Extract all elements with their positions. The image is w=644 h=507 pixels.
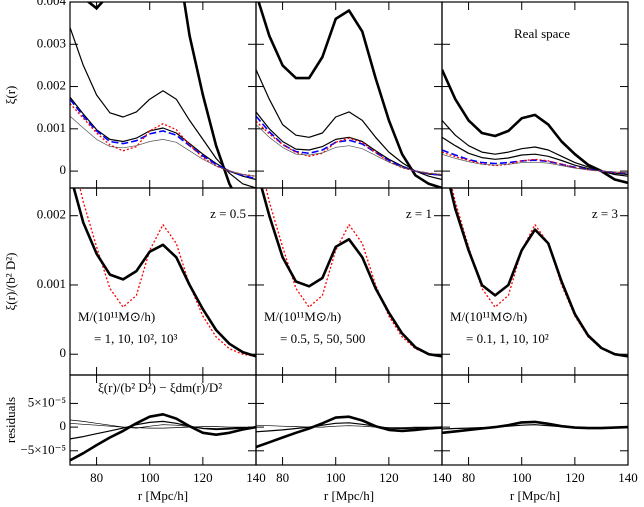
y-tick-label: 0.002	[37, 207, 66, 222]
y-tick-label: 0	[60, 418, 67, 433]
x-tick-label: 120	[565, 470, 585, 485]
panel-frame	[255, 374, 443, 466]
curve	[256, 415, 442, 449]
curve	[442, 424, 628, 430]
curve	[256, 124, 442, 175]
y-tick-label: −5×10⁻⁵	[20, 442, 66, 457]
x-axis-label: r [Mpc/h]	[324, 488, 374, 503]
curve	[70, 419, 256, 429]
annotation: M/(10¹¹M⊙/h)	[450, 309, 527, 324]
plot-area	[448, 188, 628, 358]
panel-frame	[69, 1, 257, 189]
curve	[70, 413, 256, 462]
curve	[256, 422, 442, 433]
curve	[70, 27, 256, 188]
curve	[70, 115, 256, 177]
plot-area	[70, 2, 256, 188]
plot-area	[256, 415, 442, 449]
curve	[448, 188, 628, 358]
y-tick-label: 0.001	[37, 276, 66, 291]
annotation: = 1, 10, 10², 10³	[94, 331, 177, 346]
curve	[256, 111, 442, 176]
plot-area	[70, 413, 256, 462]
curve	[442, 69, 628, 185]
annotation: Real space	[514, 26, 570, 41]
curve	[256, 69, 442, 181]
annotation: M/(10¹¹M⊙/h)	[264, 309, 341, 324]
plot-area	[442, 69, 628, 185]
curve	[265, 188, 442, 357]
x-tick-label: 80	[462, 470, 475, 485]
curve	[86, 2, 234, 188]
curve	[72, 188, 256, 358]
x-tick-label: 140	[618, 470, 638, 485]
plot-area	[442, 420, 628, 435]
y-axis-label: ξ(r)	[3, 86, 18, 105]
annotation: ξ(r)/(b² D²) − ξdm(r)/D²	[98, 380, 222, 395]
x-tick-label: 80	[276, 470, 289, 485]
plot-area	[256, 2, 442, 188]
y-tick-label: 0.002	[37, 78, 66, 93]
x-tick-label: 100	[326, 470, 346, 485]
curve	[442, 149, 628, 174]
x-tick-label: 140	[432, 470, 452, 485]
x-axis-label: r [Mpc/h]	[138, 488, 188, 503]
x-tick-label: 140	[246, 470, 266, 485]
curve	[70, 420, 256, 440]
y-tick-label: 0.001	[37, 120, 66, 135]
curve	[70, 103, 256, 177]
plot-area	[260, 188, 442, 358]
curve	[70, 98, 256, 180]
curve	[442, 136, 628, 176]
curve	[260, 188, 442, 358]
annotation: z = 1	[406, 206, 432, 221]
curve	[442, 119, 628, 177]
annotation: = 0.5, 5, 50, 500	[280, 331, 365, 346]
x-tick-label: 80	[90, 470, 103, 485]
curve	[257, 2, 442, 188]
curve	[70, 422, 256, 429]
y-tick-label: 0	[60, 162, 67, 177]
curve	[256, 424, 442, 428]
curve	[442, 153, 628, 174]
x-tick-label: 100	[512, 470, 532, 485]
x-axis-label: r [Mpc/h]	[510, 488, 560, 503]
annotation: = 0.1, 1, 10, 10²	[466, 331, 549, 346]
curve	[70, 96, 256, 181]
y-tick-label: 0	[60, 345, 67, 360]
annotation: M/(10¹¹M⊙/h)	[78, 309, 155, 324]
y-axis-label: ξ(r)/(b² D²)	[3, 253, 18, 311]
plot-area	[72, 188, 256, 358]
curve	[79, 188, 256, 357]
x-tick-label: 100	[140, 470, 160, 485]
annotation: z = 0.5	[210, 206, 246, 221]
panel-frame	[441, 374, 629, 466]
y-axis-label: residuals	[3, 397, 18, 443]
x-tick-label: 120	[379, 470, 399, 485]
x-tick-label: 120	[193, 470, 213, 485]
y-tick-label: 5×10⁻⁵	[28, 394, 66, 409]
y-tick-label: 0.004	[37, 0, 67, 8]
y-tick-label: 0.003	[37, 35, 66, 50]
annotation: z = 3	[592, 206, 618, 221]
curve	[442, 151, 628, 174]
panel-frame	[255, 1, 443, 189]
